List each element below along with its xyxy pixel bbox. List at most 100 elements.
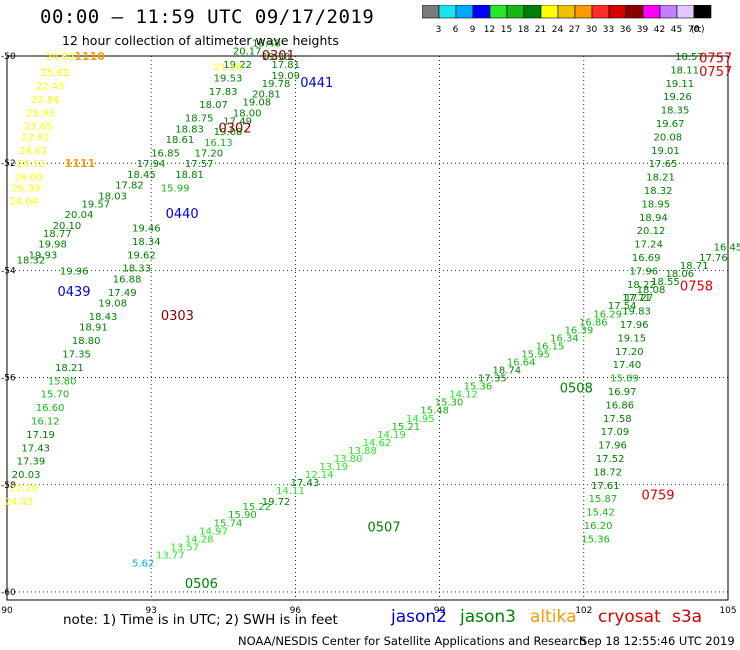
wave-height-label: 18.77 (43, 229, 72, 240)
wave-height-label: 18.61 (166, 135, 195, 146)
wave-height-label: 16.45 (714, 242, 740, 253)
timestamp-text: Sep 18 12:55:46 UTC 2019 (580, 634, 735, 648)
wave-height-label: 14.12 (449, 390, 478, 401)
wave-height-label: 24.69 (45, 52, 74, 63)
wave-height-label: 13.80 (334, 454, 363, 465)
wave-height-label: 18.95 (641, 199, 670, 210)
wave-height-label: 19.11 (666, 79, 695, 90)
wave-height-label: 17.57 (185, 159, 214, 170)
wave-height-label: 17.43 (21, 443, 50, 454)
wave-height-label: 15.21 (392, 422, 421, 433)
wave-height-label: 15.90 (228, 510, 257, 521)
legend-tick-label: 3 (436, 25, 442, 35)
wave-height-label: 19.78 (262, 79, 291, 90)
wave-height-label: 14.62 (363, 438, 392, 449)
color-legend: 3 6 9 12 15 18 21 24 27 30 33 36 39 42 45 70(ft) (422, 5, 712, 35)
wave-height-label: 17.19 (26, 430, 55, 441)
legend-tick-label: 18 (518, 25, 530, 35)
wave-height-label: 16.86 (579, 317, 608, 328)
wave-height-label: 16.97 (608, 387, 637, 398)
wave-height-label: 24.61 (19, 146, 48, 157)
lat-tick-label: -54 (1, 266, 16, 276)
wave-height-label: 13.57 (170, 542, 199, 553)
wave-height-label: 18.21 (646, 173, 675, 184)
wave-height-label: 16.13 (204, 138, 233, 149)
wave-height-label: 18.03 (98, 191, 127, 202)
wave-height-label: 14.28 (185, 534, 214, 545)
wave-height-label: 16.20 (584, 521, 613, 532)
wave-height-label: 18.71 (680, 261, 709, 272)
credit-text: NOAA/NESDIS Center for Satellite Applica… (238, 634, 587, 648)
wave-height-label: 15.30 (435, 398, 464, 409)
wave-height-label: 20.03 (12, 470, 41, 481)
wave-height-label: 16.15 (536, 341, 565, 352)
pass-time-label: 0507 (368, 521, 401, 536)
wave-height-label: 15.36 (464, 382, 493, 393)
wave-height-label: 25.93 (26, 108, 55, 119)
wave-height-label: 19.62 (127, 250, 156, 261)
page-title: 00:00 – 11:59 UTC 09/17/2019 (40, 6, 375, 28)
wave-height-label: 18.81 (175, 170, 204, 181)
wave-height-label: 20.81 (252, 90, 281, 101)
wave-height-label: 16.88 (113, 274, 142, 285)
wave-height-label: 17.49 (108, 288, 137, 299)
wave-height-label: 24.03 (5, 497, 34, 508)
wave-height-label: 16.86 (605, 400, 634, 411)
wave-height-label: 16.34 (550, 333, 579, 344)
wave-height-label: 17.43 (291, 478, 320, 489)
wave-height-label: 24.12 (17, 159, 46, 170)
lat-tick-label: -58 (1, 481, 16, 491)
wave-height-label: 18.83 (175, 124, 204, 135)
legend-tick-label: 9 (470, 25, 476, 35)
wave-height-label: 15.48 (420, 406, 449, 417)
wave-height-label: 16.29 (593, 309, 622, 320)
wave-height-label: 16.64 (507, 357, 536, 368)
wave-height-label: 19.26 (663, 92, 692, 103)
wave-height-label: 19.57 (82, 199, 111, 210)
wave-height-label: 16.85 (151, 148, 180, 159)
legend-tick-label: 70 (688, 25, 700, 35)
wave-height-label: 18.32 (644, 186, 673, 197)
wave-height-label: 19.72 (262, 497, 291, 508)
wave-height-label: 18.35 (661, 106, 690, 117)
wave-height-label: 18.91 (79, 323, 108, 334)
wave-height-label: 13.88 (348, 446, 377, 457)
wave-height-label: 17.94 (137, 159, 166, 170)
wave-height-label: 17.20 (194, 148, 223, 159)
wave-height-label: 17.96 (629, 266, 658, 277)
wave-height-label: 15.80 (48, 376, 77, 387)
pass-time-label: 1111 (65, 157, 96, 170)
wave-height-label: 15.70 (41, 390, 70, 401)
wave-height-label: 18.06 (666, 269, 695, 280)
page-subtitle: 12 hour collection of altimeter wave hei… (62, 33, 339, 48)
legend-tick-label: 24 (552, 25, 564, 35)
wave-height-label: 18.74 (492, 366, 521, 377)
wave-height-label: 19.08 (98, 299, 127, 310)
wave-height-label: 22.20 (9, 483, 38, 494)
wave-height-label: 20.04 (65, 210, 94, 221)
wave-height-label: 14.95 (406, 414, 435, 425)
legend-tick-label: 39 (637, 25, 649, 35)
wave-height-label: 17.96 (620, 320, 649, 331)
pass-time-label: 1110 (74, 50, 105, 63)
wave-height-label: 15.36 (581, 534, 610, 545)
satellite-label-altika: altika (530, 607, 577, 627)
wave-height-label: 19.30 (262, 52, 291, 63)
pass-time-label: 0757 (699, 52, 732, 67)
wave-height-label: 17.35 (62, 349, 91, 360)
pass-time-label: 0506 (185, 577, 218, 592)
wave-height-label: 18.80 (72, 336, 101, 347)
wave-height-label: 17.49 (223, 116, 252, 127)
legend-tick-label: 30 (586, 25, 598, 35)
wave-height-label: 19.22 (223, 60, 252, 71)
wave-height-label: 16.69 (632, 253, 661, 264)
lat-tick-label: -52 (1, 159, 16, 169)
wave-height-label: 18.11 (670, 65, 699, 76)
satellite-label-cryosat: cryosat (598, 607, 661, 627)
wave-height-label: 19.09 (271, 71, 300, 82)
wave-height-label: 17.82 (115, 181, 144, 192)
wave-height-label: 16.39 (565, 325, 594, 336)
wave-height-label: 26.39 (12, 183, 41, 194)
wave-height-label: 18.00 (233, 108, 262, 119)
wave-height-label: 15.42 (586, 508, 615, 519)
